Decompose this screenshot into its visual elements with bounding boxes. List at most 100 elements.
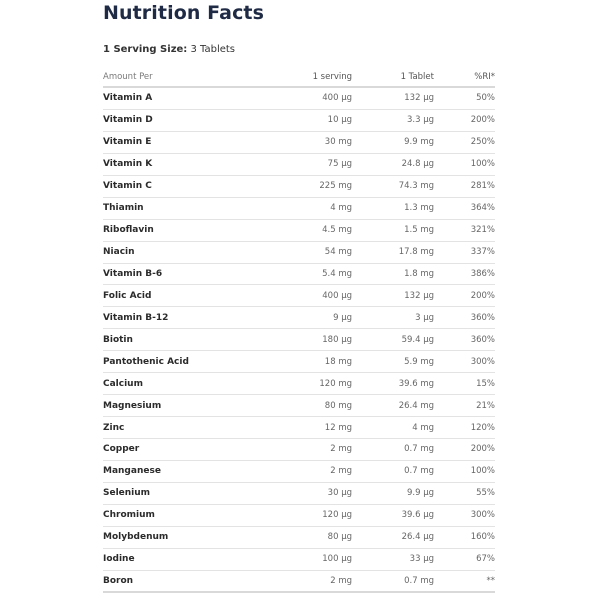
ri-percent: 200% <box>470 444 495 455</box>
amount-per-tablet: 0.7 mg <box>404 466 434 477</box>
nutrient-name: Vitamin K <box>103 159 153 170</box>
table-row: Iodine 100 µg 33 µg 67% <box>103 549 495 571</box>
nutrient-name: Vitamin C <box>103 181 152 192</box>
table-row: Selenium 30 µg 9.9 µg 55% <box>103 483 495 505</box>
ri-percent: 386% <box>470 268 495 279</box>
table-row: Chromium 120 µg 39.6 µg 300% <box>103 505 495 527</box>
amount-per-serving: 75 µg <box>327 159 352 170</box>
nutrient-name: Chromium <box>103 510 155 521</box>
page-title: Nutrition Facts <box>103 2 265 24</box>
amount-per-tablet: 59.4 µg <box>401 334 434 345</box>
table-row: Molybdenum 80 µg 26.4 µg 160% <box>103 527 495 549</box>
amount-per-serving: 12 mg <box>324 422 352 433</box>
ri-percent: 67% <box>476 554 495 565</box>
table-row: Vitamin K 75 µg 24.8 µg 100% <box>103 154 495 176</box>
amount-per-tablet: 3 µg <box>415 312 434 323</box>
ri-percent: 337% <box>470 247 495 258</box>
amount-per-tablet: 9.9 µg <box>406 488 434 499</box>
nutrient-name: Vitamin E <box>103 137 152 148</box>
ri-percent: 321% <box>470 225 495 236</box>
amount-per-tablet: 1.3 mg <box>404 203 434 214</box>
nutrient-name: Manganese <box>103 466 161 477</box>
table-row: Vitamin B-12 9 µg 3 µg 360% <box>103 307 495 330</box>
amount-per-tablet: 26.4 µg <box>401 532 434 543</box>
table-row: Riboflavin 4.5 mg 1.5 mg 321% <box>103 220 495 242</box>
table-row: Vitamin B-6 5.4 mg 1.8 mg 386% <box>103 264 495 286</box>
amount-per-serving: 10 µg <box>327 115 352 126</box>
amount-per-serving: 180 µg <box>322 334 352 345</box>
table-row: Thiamin 4 mg 1.3 mg 364% <box>103 198 495 220</box>
nutrient-name: Selenium <box>103 488 151 499</box>
nutrient-name: Pantothenic Acid <box>103 356 189 367</box>
amount-per-serving: 5.4 mg <box>322 268 352 279</box>
ri-percent: 364% <box>470 203 495 214</box>
amount-per-serving: 30 µg <box>327 488 352 499</box>
amount-per-tablet: 39.6 mg <box>398 378 434 389</box>
header-amount-per: Amount Per <box>103 71 153 82</box>
nutrient-name: Vitamin B-6 <box>103 268 163 279</box>
amount-per-serving: 18 mg <box>324 356 352 367</box>
amount-per-serving: 4 mg <box>330 203 352 214</box>
table-row: Vitamin C 225 mg 74.3 mg 281% <box>103 176 495 198</box>
amount-per-tablet: 5.9 mg <box>404 356 434 367</box>
ri-percent: 100% <box>470 159 495 170</box>
amount-per-tablet: 132 µg <box>404 93 434 104</box>
header-tablet: 1 Tablet <box>400 71 434 82</box>
ri-percent: 300% <box>470 356 495 367</box>
table-row: Boron 2 mg 0.7 mg ** <box>103 571 495 593</box>
amount-per-tablet: 17.8 mg <box>398 247 434 258</box>
ri-percent: 300% <box>470 510 495 521</box>
amount-per-tablet: 74.3 mg <box>398 181 434 192</box>
ri-percent: 200% <box>470 290 495 301</box>
nutrient-name: Vitamin A <box>103 93 153 104</box>
table-row: Vitamin A 400 µg 132 µg 50% <box>103 88 495 110</box>
ri-percent: 281% <box>470 181 495 192</box>
nutrient-name: Molybdenum <box>103 532 169 543</box>
amount-per-tablet: 1.8 mg <box>404 268 434 279</box>
amount-per-tablet: 1.5 mg <box>404 225 434 236</box>
amount-per-serving: 225 mg <box>319 181 352 192</box>
nutrient-name: Riboflavin <box>103 225 154 236</box>
amount-per-tablet: 0.7 mg <box>404 444 434 455</box>
table-row: Magnesium 80 mg 26.4 mg 21% <box>103 395 495 418</box>
nutrient-name: Zinc <box>103 422 125 433</box>
amount-per-tablet: 39.6 µg <box>401 510 434 521</box>
amount-per-serving: 30 mg <box>324 137 352 148</box>
header-serving: 1 serving <box>312 71 352 82</box>
table-body: Vitamin A 400 µg 132 µg 50% Vitamin D 10 µg 3.… <box>103 88 495 593</box>
table-row: Niacin 54 mg 17.8 mg 337% <box>103 242 495 264</box>
serving-size-label: 1 Serving Size: <box>103 44 188 55</box>
amount-per-tablet: 132 µg <box>404 290 434 301</box>
ri-percent: 250% <box>470 137 495 148</box>
amount-per-tablet: 3.3 µg <box>406 115 434 126</box>
amount-per-serving: 120 mg <box>319 378 352 389</box>
ri-percent: 120% <box>470 422 495 433</box>
amount-per-tablet: 24.8 µg <box>401 159 434 170</box>
nutrient-name: Biotin <box>103 334 133 345</box>
ri-percent: 200% <box>470 115 495 126</box>
serving-size-value: 3 Tablets <box>190 44 236 55</box>
ri-percent: 21% <box>476 400 495 411</box>
table-row: Copper 2 mg 0.7 mg 200% <box>103 439 495 461</box>
amount-per-serving: 2 mg <box>330 444 352 455</box>
ri-percent: 360% <box>470 312 495 323</box>
table-row: Zinc 12 mg 4 mg 120% <box>103 417 495 439</box>
amount-per-serving: 2 mg <box>330 575 352 586</box>
table-row: Vitamin D 10 µg 3.3 µg 200% <box>103 110 495 132</box>
amount-per-serving: 4.5 mg <box>322 225 352 236</box>
nutrient-name: Magnesium <box>103 400 162 411</box>
nutrient-name: Copper <box>103 444 140 455</box>
table-row: Vitamin E 30 mg 9.9 mg 250% <box>103 132 495 154</box>
table-row: Pantothenic Acid 18 mg 5.9 mg 300% <box>103 351 495 374</box>
nutrient-name: Folic Acid <box>103 290 152 301</box>
amount-per-serving: 2 mg <box>330 466 352 477</box>
ri-percent: 50% <box>476 93 495 104</box>
table-row: Biotin 180 µg 59.4 µg 360% <box>103 329 495 352</box>
table-row: Folic Acid 400 µg 132 µg 200% <box>103 285 495 308</box>
amount-per-serving: 120 µg <box>322 510 352 521</box>
header-ri: %RI* <box>474 71 495 82</box>
amount-per-serving: 100 µg <box>322 554 352 565</box>
table-header: Amount Per 1 serving 1 Tablet %RI* <box>103 67 495 88</box>
ri-percent: ** <box>486 575 496 586</box>
amount-per-serving: 400 µg <box>322 290 352 301</box>
